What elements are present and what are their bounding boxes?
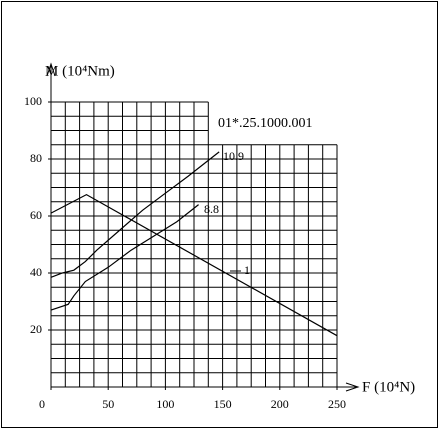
y-tick-label: 100 bbox=[24, 94, 42, 108]
x-axis-label: F (10⁴N) bbox=[362, 379, 415, 395]
series-line bbox=[50, 204, 199, 311]
x-tick-label: 200 bbox=[271, 397, 289, 411]
series-line bbox=[50, 193, 338, 337]
series-line bbox=[50, 151, 220, 278]
x-tick-label: 0 bbox=[39, 397, 45, 411]
x-tick-label: 250 bbox=[328, 397, 346, 411]
y-tick-label: 40 bbox=[30, 265, 42, 279]
x-tick-label: 100 bbox=[156, 397, 174, 411]
y-tick-label: 20 bbox=[30, 322, 42, 336]
code-label: 01*.25.1000.001 bbox=[218, 116, 313, 131]
y-tick-label: 60 bbox=[30, 208, 42, 222]
x-tick-label: 50 bbox=[102, 397, 114, 411]
y-tick-label: 80 bbox=[30, 151, 42, 165]
series-label: 8.8 bbox=[204, 202, 219, 216]
series-label: 1 bbox=[244, 263, 250, 277]
series-label: 10.9 bbox=[223, 149, 244, 163]
y-axis-label: M (10⁴Nm) bbox=[45, 63, 115, 79]
x-tick-label: 150 bbox=[214, 397, 232, 411]
y-arrow bbox=[46, 62, 56, 77]
x-arrow bbox=[345, 382, 360, 392]
